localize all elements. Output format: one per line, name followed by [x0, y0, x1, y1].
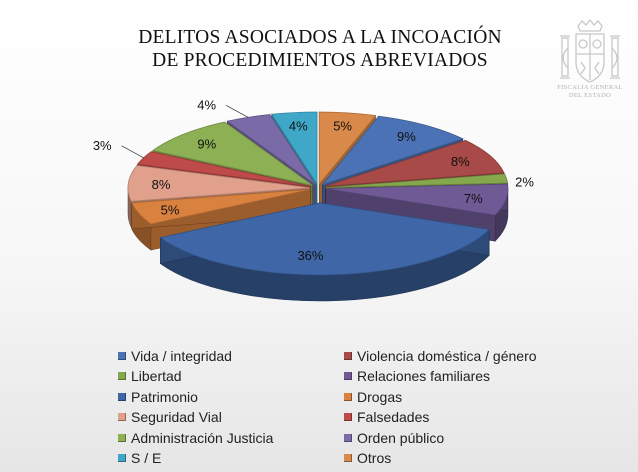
legend-item-patrimonio: Patrimonio — [118, 387, 344, 407]
legend-swatch — [344, 413, 352, 422]
slice-top-vida-integridad — [321, 115, 464, 186]
slice-relaciones-familiares — [325, 183, 509, 242]
legend-swatch — [118, 372, 126, 381]
legend-item-falsedades: Falsedades — [344, 408, 570, 428]
slice-top-violencia-domestica-genero — [325, 139, 505, 187]
legend-swatch — [118, 392, 126, 401]
logo-caption: FISCALIA GENERAL DEL ESTADO — [548, 84, 632, 100]
data-label-patrimonio: 36% — [297, 248, 323, 263]
legend-label: Otros — [357, 450, 392, 467]
legend-label: Seguridad Vial — [131, 409, 222, 426]
chart-title-line-2: DE PROCEDIMIENTOS ABREVIADOS — [152, 50, 488, 71]
data-label-otros: 5% — [333, 119, 352, 134]
slice-top-relaciones-familiares — [325, 183, 509, 216]
legend-item-s-e: S / E — [118, 449, 344, 469]
legend-label: S / E — [131, 450, 162, 467]
legend-swatch — [344, 454, 352, 463]
data-label-administracion-justicia: 9% — [197, 136, 216, 151]
legend-label: Vida / integridad — [131, 347, 232, 364]
slice-top-administracion-justicia — [151, 121, 313, 186]
chart-title-line-1: DELITOS ASOCIADOS A LA INCOACIÓN — [138, 27, 502, 48]
leader-line-orden-publico — [225, 105, 249, 118]
slice-top-orden-publico — [226, 114, 316, 185]
legend-item-otros: Otros — [344, 449, 570, 469]
data-label-vida-integridad: 9% — [397, 129, 416, 144]
legend-swatch — [344, 372, 352, 381]
legend-swatch — [118, 433, 126, 442]
legend-label: Violencia doméstica / género — [357, 347, 537, 364]
slice-top-libertad — [325, 173, 509, 188]
legend-label: Patrimonio — [131, 388, 198, 405]
slice-top-seguridad-vial — [127, 165, 311, 202]
legend-label: Falsedades — [357, 409, 430, 426]
legend-item-orden-publico: Orden público — [344, 428, 570, 448]
data-label-drogas: 5% — [161, 202, 180, 217]
data-label-orden-publico: 4% — [197, 97, 216, 112]
slice-top-drogas — [131, 188, 311, 225]
legend-item-vida-integridad: Vida / integridad — [118, 346, 344, 366]
legend-item-seguridad-vial: Seguridad Vial — [118, 408, 344, 428]
slice-top-s-e — [271, 111, 318, 186]
legend-item-libertad: Libertad — [118, 367, 344, 387]
slice-top-patrimonio — [159, 202, 490, 276]
logo-caption-line-2: DEL ESTADO — [568, 92, 612, 99]
data-label-s-e: 4% — [289, 118, 308, 133]
legend-item-drogas: Drogas — [344, 387, 570, 407]
logo-caption-line-1: FISCALIA GENERAL — [557, 84, 623, 91]
chart-title: DELITOS ASOCIADOS A LA INCOACIÓN DE PROC… — [60, 26, 580, 72]
legend-label: Drogas — [357, 388, 403, 405]
slice-top-falsedades — [136, 151, 311, 187]
legend-label: Administración Justicia — [131, 429, 274, 446]
legend-label: Libertad — [131, 368, 182, 385]
legend-label: Orden público — [357, 429, 445, 446]
legend-item-relaciones-familiares: Relaciones familiares — [344, 367, 570, 387]
legend-swatch — [118, 351, 126, 360]
legend-swatch — [118, 454, 126, 463]
legend-item-administracion-justicia: Administración Justicia — [118, 428, 344, 448]
data-label-libertad: 2% — [515, 174, 534, 189]
data-label-seguridad-vial: 8% — [152, 177, 171, 192]
legend-swatch — [344, 392, 352, 401]
pie-slices — [127, 111, 509, 302]
legend-swatch — [344, 351, 352, 360]
data-label-falsedades: 3% — [93, 138, 112, 153]
legend-item-violencia-domestica-genero: Violencia doméstica / género — [344, 346, 570, 366]
slice-patrimonio — [159, 202, 490, 302]
legend-swatch — [118, 413, 126, 422]
slice-top-otros — [318, 111, 377, 186]
data-labels: 5% 9% 8% 2% 7% 36% 5% 8% 3% 9% 4% 4% — [93, 97, 535, 263]
data-label-violencia-domestica-genero: 8% — [451, 154, 470, 169]
data-label-relaciones-familiares: 7% — [464, 191, 483, 206]
leader-line-falsedades — [121, 145, 144, 159]
legend-label: Relaciones familiares — [357, 368, 491, 385]
chart-legend: Vida / integridad Violencia doméstica / g… — [118, 346, 578, 468]
legend-swatch — [344, 433, 352, 442]
coat-of-arms-icon — [560, 18, 620, 83]
